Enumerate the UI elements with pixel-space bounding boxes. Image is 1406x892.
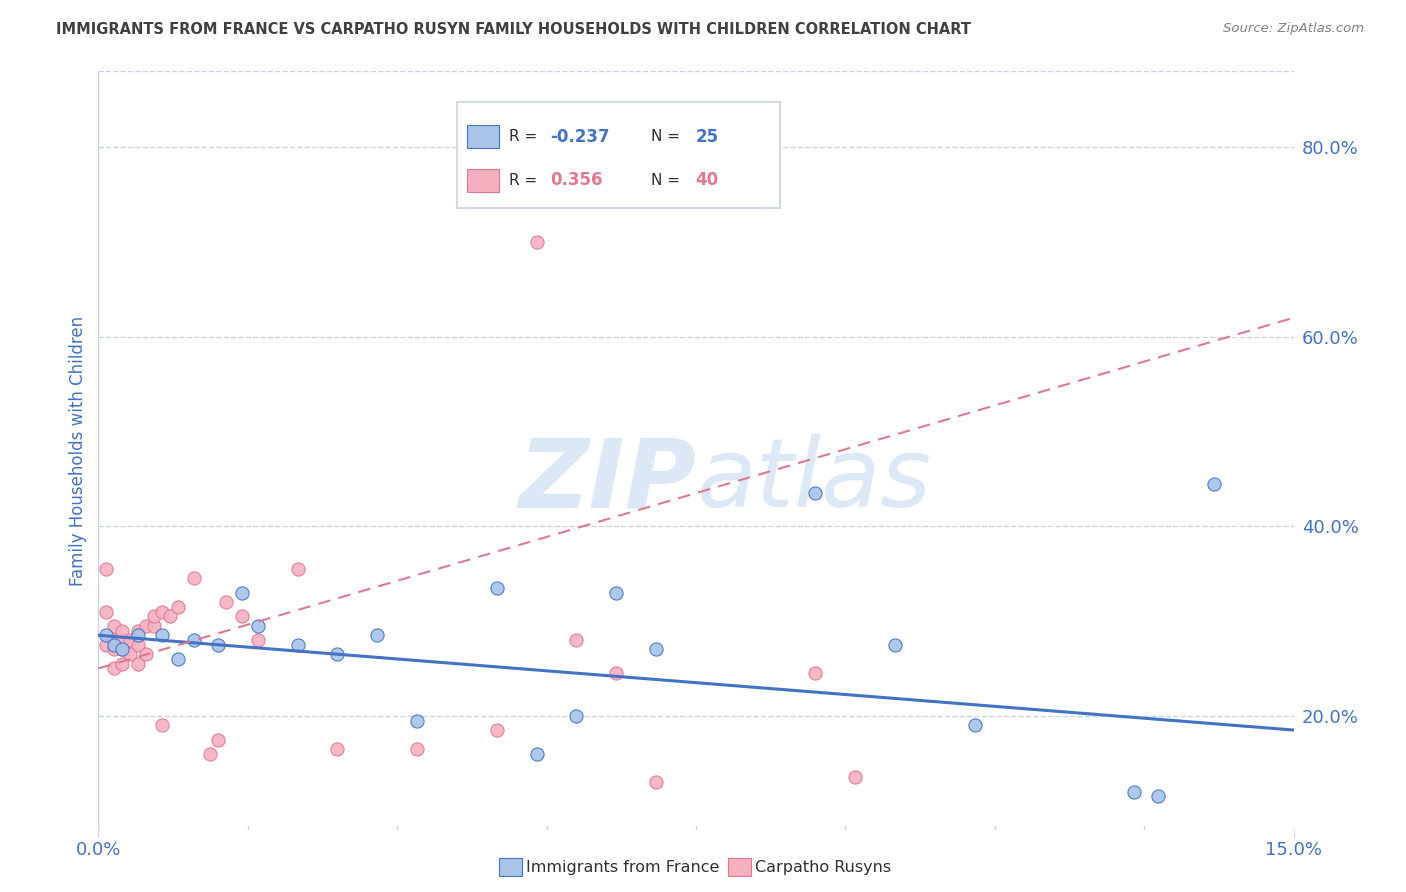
- Point: [207, 732, 229, 747]
- Text: IMMIGRANTS FROM FRANCE VS CARPATHO RUSYN FAMILY HOUSEHOLDS WITH CHILDREN CORRELA: IMMIGRANTS FROM FRANCE VS CARPATHO RUSYN…: [56, 22, 972, 37]
- Point: [246, 633, 269, 648]
- Text: Immigrants from France: Immigrants from France: [526, 860, 720, 874]
- Point: [167, 652, 190, 666]
- Text: ZIP: ZIP: [517, 434, 696, 527]
- Point: [183, 571, 205, 585]
- Point: [96, 628, 118, 642]
- Point: [127, 628, 149, 642]
- Text: atlas: atlas: [696, 434, 931, 527]
- Point: [406, 742, 429, 756]
- Point: [111, 642, 134, 657]
- Point: [143, 619, 166, 633]
- Point: [143, 609, 166, 624]
- Point: [111, 657, 134, 671]
- Point: [103, 633, 125, 648]
- Point: [167, 599, 190, 614]
- Point: [103, 642, 125, 657]
- Point: [215, 595, 238, 609]
- Point: [485, 723, 508, 737]
- Text: Carpatho Rusyns: Carpatho Rusyns: [755, 860, 891, 874]
- Point: [326, 742, 349, 756]
- Point: [844, 771, 866, 785]
- Point: [120, 633, 142, 648]
- Point: [287, 562, 309, 576]
- Point: [605, 585, 627, 599]
- Point: [207, 638, 229, 652]
- Point: [485, 581, 508, 595]
- Point: [183, 633, 205, 648]
- Point: [150, 628, 173, 642]
- Point: [526, 235, 548, 249]
- Point: [150, 605, 173, 619]
- Point: [127, 657, 149, 671]
- Point: [103, 638, 125, 652]
- Point: [96, 638, 118, 652]
- Point: [159, 609, 181, 624]
- Point: [127, 638, 149, 652]
- Point: [96, 605, 118, 619]
- Point: [111, 633, 134, 648]
- Point: [231, 585, 253, 599]
- Point: [246, 619, 269, 633]
- Point: [231, 609, 253, 624]
- Point: [963, 718, 986, 732]
- Point: [150, 718, 173, 732]
- Point: [565, 633, 588, 648]
- Point: [135, 619, 157, 633]
- Point: [1123, 785, 1146, 799]
- Point: [804, 486, 827, 500]
- Point: [103, 661, 125, 675]
- Point: [198, 747, 221, 761]
- Point: [287, 638, 309, 652]
- Point: [565, 708, 588, 723]
- Point: [884, 638, 907, 652]
- Point: [1202, 476, 1225, 491]
- Point: [96, 562, 118, 576]
- Point: [111, 642, 134, 657]
- Point: [326, 647, 349, 661]
- Point: [1147, 789, 1170, 804]
- Point: [645, 775, 668, 789]
- Point: [120, 647, 142, 661]
- Text: Source: ZipAtlas.com: Source: ZipAtlas.com: [1223, 22, 1364, 36]
- Point: [804, 666, 827, 681]
- Point: [111, 624, 134, 638]
- Point: [605, 666, 627, 681]
- Point: [526, 747, 548, 761]
- Point: [366, 628, 388, 642]
- Point: [127, 624, 149, 638]
- Point: [406, 714, 429, 728]
- Y-axis label: Family Households with Children: Family Households with Children: [69, 316, 87, 585]
- Point: [135, 647, 157, 661]
- Point: [103, 619, 125, 633]
- Point: [645, 642, 668, 657]
